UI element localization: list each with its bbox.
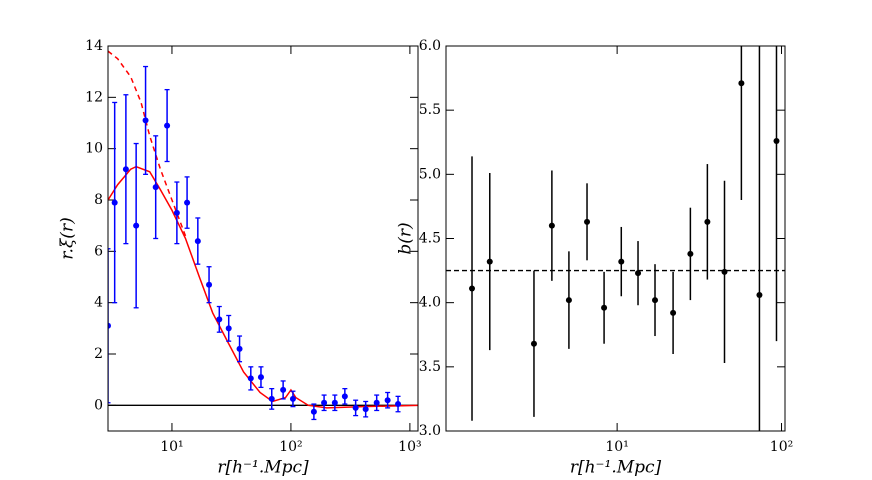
data-point	[395, 401, 402, 408]
data-point	[152, 184, 159, 191]
data-point	[548, 222, 555, 229]
data-point	[704, 218, 711, 225]
data-point	[247, 375, 254, 382]
data-point	[257, 374, 264, 381]
data-point	[142, 117, 149, 124]
y-tick-label: 5.0	[419, 166, 441, 182]
data-point	[756, 291, 763, 298]
y-tick-label: 5.5	[419, 102, 441, 118]
data-point	[687, 250, 694, 257]
y-tick-label: 3.0	[419, 423, 441, 439]
x-axis-label: r[h⁻¹.Mpc]	[570, 458, 662, 478]
y-tick-label: 4.5	[419, 231, 441, 247]
data-point	[635, 270, 642, 277]
data-point	[486, 258, 493, 265]
data-point	[670, 309, 677, 316]
x-tick-label: 10²	[279, 439, 302, 455]
data-point	[773, 137, 780, 144]
data-point	[289, 395, 296, 402]
y-tick-label: 3.5	[419, 359, 441, 375]
data-point	[362, 406, 369, 413]
data-point	[225, 325, 232, 332]
data-point	[268, 395, 275, 402]
data-point	[310, 408, 317, 415]
data-point	[321, 399, 328, 406]
data-point	[738, 80, 745, 87]
x-tick-label: 10¹	[605, 439, 628, 455]
data-point	[164, 122, 171, 129]
y-tick-label: 4.0	[419, 295, 441, 311]
data-point	[331, 399, 338, 406]
data-point	[122, 166, 129, 173]
data-point	[108, 322, 111, 329]
data-point	[384, 397, 391, 404]
x-tick-label: 10²	[770, 439, 793, 455]
axes-frame	[445, 45, 786, 432]
data-point	[565, 297, 572, 304]
data-point	[584, 218, 591, 225]
data-point	[469, 285, 476, 292]
data-point	[530, 340, 537, 347]
data-point	[173, 209, 180, 216]
data-point	[352, 404, 359, 411]
y-tick-label: 4	[94, 295, 103, 311]
y-tick-label: 0	[94, 397, 103, 413]
axes-frame	[107, 45, 419, 432]
y-tick-label: 8	[94, 192, 103, 208]
model-curve	[108, 165, 418, 409]
y-axis-label: b(r)	[396, 222, 416, 254]
x-tick-label: 10¹	[160, 439, 183, 455]
y-tick-label: 10	[85, 141, 103, 157]
y-tick-label: 6.0	[419, 38, 441, 54]
y-tick-label: 2	[94, 346, 103, 362]
data-point	[652, 297, 659, 304]
x-tick-label: 10³	[398, 439, 421, 455]
data-point	[194, 238, 201, 245]
data-point	[111, 199, 118, 206]
y-tick-label: 12	[85, 89, 103, 105]
data-point	[206, 281, 213, 288]
data-point	[216, 316, 223, 323]
data-point	[184, 199, 191, 206]
data-point	[341, 393, 348, 400]
data-point	[373, 399, 380, 406]
y-axis-label: r.ξ(r)	[58, 217, 78, 259]
data-point	[236, 345, 243, 352]
model-curve	[108, 50, 187, 237]
data-point	[721, 268, 728, 275]
data-point	[280, 386, 287, 393]
data-point	[618, 258, 625, 265]
y-tick-label: 6	[94, 243, 103, 259]
data-point	[133, 222, 140, 229]
data-point	[601, 304, 608, 311]
x-axis-label: r[h⁻¹.Mpc]	[217, 458, 309, 478]
y-tick-label: 14	[85, 38, 103, 54]
